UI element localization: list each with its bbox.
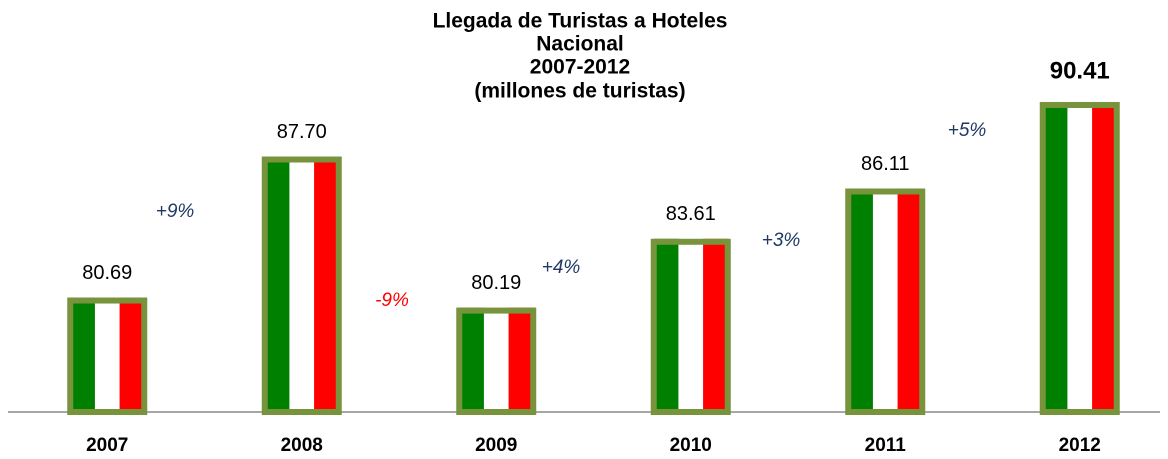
bar-stripe [848, 188, 874, 412]
value-label: 90.41 [1050, 57, 1110, 84]
bar [456, 307, 537, 416]
chart-title: (millones de turistas) [474, 80, 685, 103]
bar-stripe [1092, 101, 1118, 412]
bar-stripe [1042, 101, 1068, 412]
bar-stripe [94, 297, 121, 412]
bar-stripe [1067, 101, 1093, 412]
bar-stripe [264, 156, 290, 412]
bar-stripe [703, 238, 729, 412]
bar-stripe [314, 156, 340, 412]
bar [1039, 101, 1120, 415]
chart-title: Llegada de Turistas a Hoteles [433, 10, 728, 33]
bar-stripe [119, 297, 145, 412]
value-label: 83.61 [666, 203, 716, 225]
x-tick-label: 2012 [1059, 435, 1101, 456]
bar-stripe [289, 156, 315, 412]
x-tick-label: 2008 [281, 435, 323, 456]
growth-annotation: +3% [762, 230, 801, 251]
value-label: 80.69 [82, 262, 132, 284]
value-label: 80.19 [471, 272, 521, 294]
value-label: 86.11 [861, 153, 910, 175]
x-tick-label: 2009 [475, 435, 517, 456]
chart-title: 2007-2012 [530, 56, 630, 79]
x-tick-label: 2007 [86, 435, 128, 456]
x-tick-label: 2010 [670, 435, 712, 456]
bar [650, 238, 731, 415]
bar-stripe [459, 307, 485, 412]
bar-stripe [508, 307, 534, 412]
bar [261, 156, 342, 415]
value-label: 87.70 [277, 121, 327, 143]
growth-annotation: +5% [948, 120, 987, 141]
growth-annotation: +9% [156, 201, 195, 222]
x-tick-label: 2011 [865, 435, 907, 456]
chart-title: Nacional [536, 33, 624, 56]
bar-stripe [483, 307, 510, 412]
bar-stripe [70, 297, 96, 412]
growth-annotation: -9% [375, 290, 409, 311]
growth-annotation: +4% [542, 257, 581, 278]
bar-stripe [897, 188, 923, 412]
bar [67, 297, 148, 415]
bar-stripe [872, 188, 899, 412]
bar-stripe [678, 238, 704, 412]
bar [845, 188, 926, 415]
bar-stripe [653, 238, 679, 412]
